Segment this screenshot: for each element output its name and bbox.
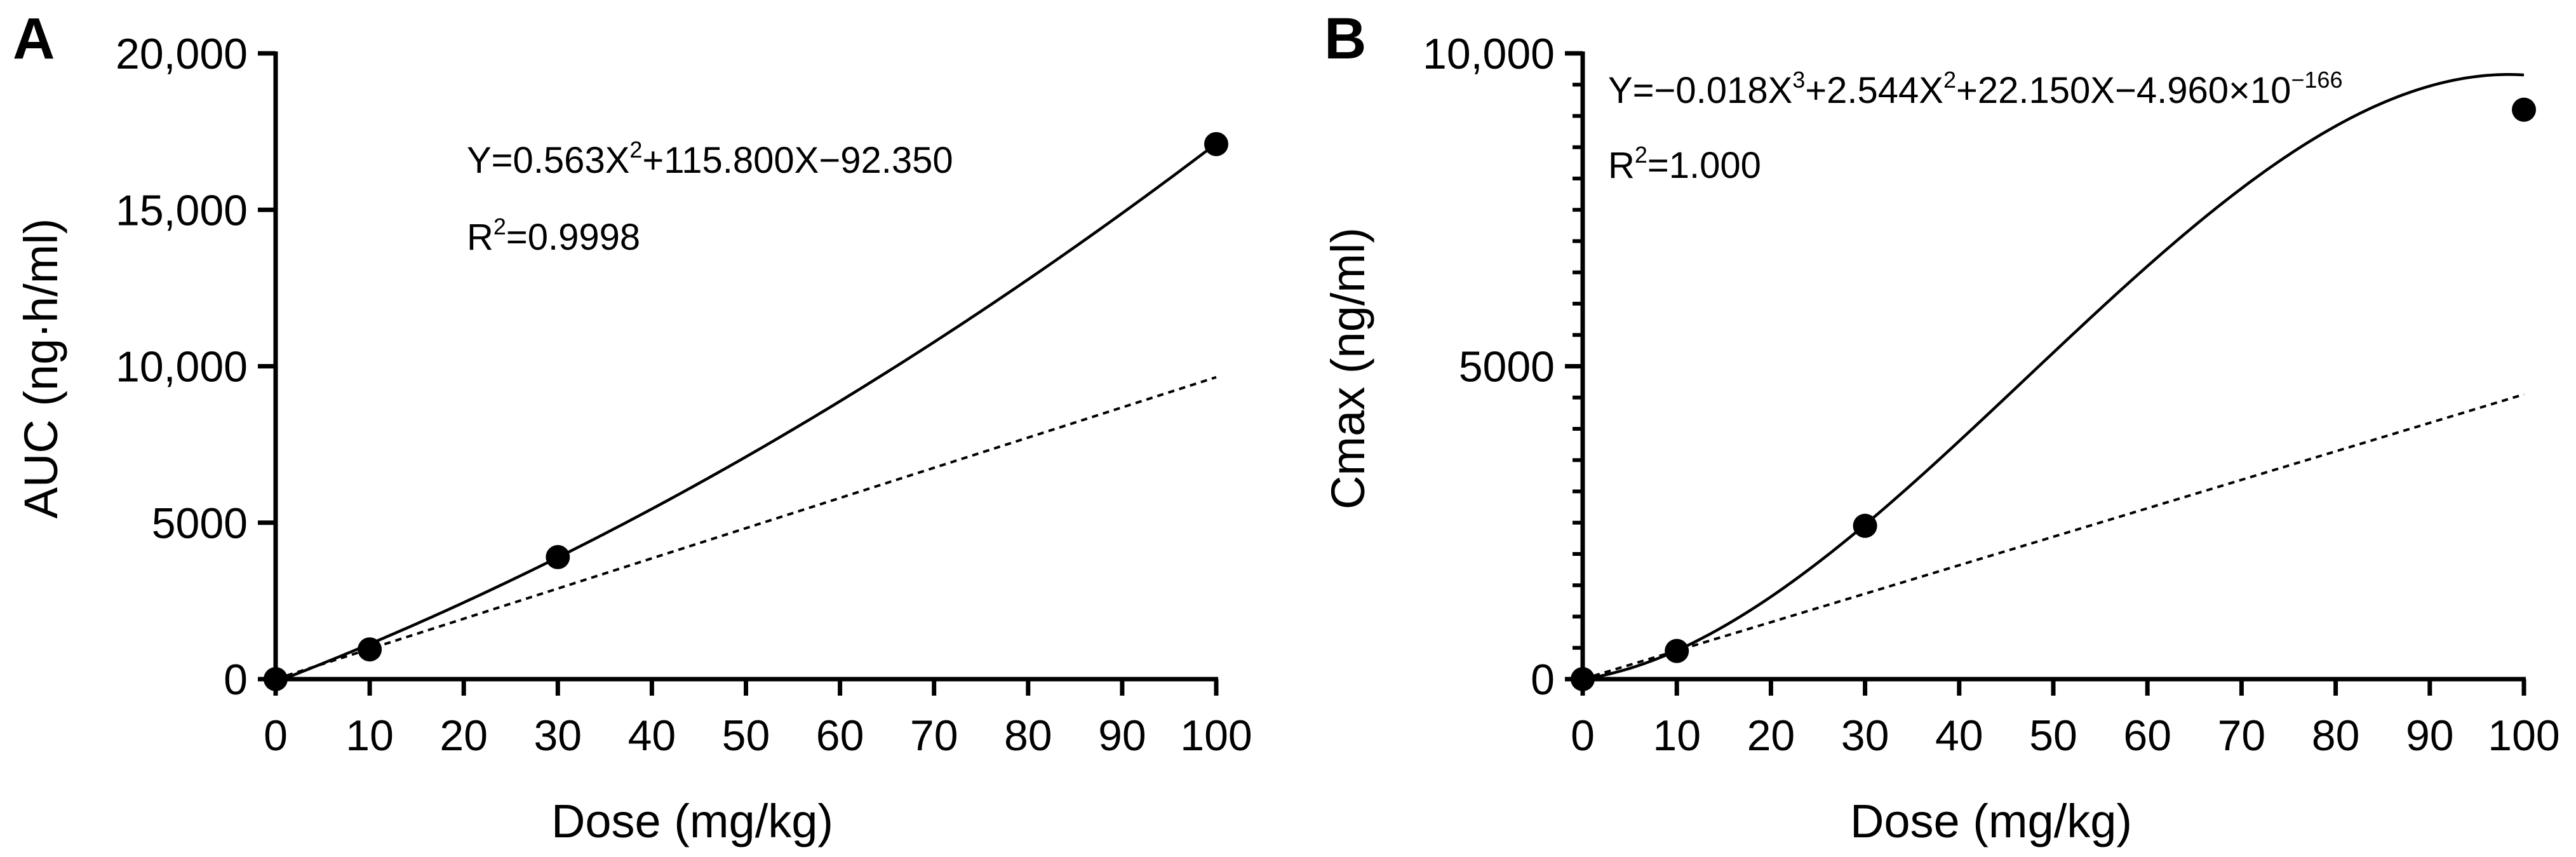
panel-b-reference-line bbox=[1582, 393, 2525, 680]
panel-b-y-axis-title: Cmax (ng/ml) bbox=[1322, 227, 1374, 509]
panel-b-fit-curve bbox=[1582, 73, 2525, 681]
panel-a-data-point bbox=[546, 544, 570, 569]
panel-b-data-point bbox=[1853, 513, 1877, 538]
panel-b-r-squared: R2=1.000 bbox=[1608, 142, 1761, 186]
panel-a-y-axis-title: AUC (ng·h/ml) bbox=[15, 219, 67, 519]
panel-a-reference-line bbox=[275, 375, 1217, 680]
panel-a-equation: Y=0.563X2+115.800X−92.350 bbox=[467, 137, 953, 181]
panel-b-x-tick-label: 60 bbox=[2123, 712, 2171, 760]
panel-b-data-point bbox=[2512, 97, 2536, 122]
panel-b-x-tick-label: 80 bbox=[2312, 712, 2360, 760]
panel-b-data-point bbox=[1571, 667, 1595, 691]
panel-a-x-tick-label: 60 bbox=[816, 712, 864, 760]
panel-b-y-tick-label: 0 bbox=[1531, 656, 1555, 704]
panel-b-y-tick-label: 10,000 bbox=[1423, 30, 1555, 78]
panel-a-data-point bbox=[264, 667, 288, 691]
panel-a-r-squared: R2=0.9998 bbox=[467, 213, 640, 258]
panel-a-y-tick-label: 5000 bbox=[152, 499, 248, 548]
panel-b-x-tick-label: 70 bbox=[2218, 712, 2266, 760]
panel-a-y-tick-label: 10,000 bbox=[116, 343, 248, 391]
panel-a-x-tick-label: 90 bbox=[1098, 712, 1146, 760]
panel-b-x-tick-label: 10 bbox=[1653, 712, 1701, 760]
panel-b-letter: B bbox=[1324, 6, 1366, 71]
panel-a-y-tick-label: 20,000 bbox=[116, 30, 248, 78]
panel-a-x-tick-label: 40 bbox=[628, 712, 676, 760]
panel-b-equation: Y=−0.018X3+2.544X2+22.150X−4.960×10−166 bbox=[1608, 67, 2342, 111]
panel-a-fit-curve bbox=[276, 142, 1218, 681]
panel-b-x-tick-label: 30 bbox=[1841, 712, 1889, 760]
panel-a-y-tick-label: 15,000 bbox=[116, 186, 248, 234]
panel-a-x-tick-label: 70 bbox=[910, 712, 958, 760]
panel-a-x-tick-label: 0 bbox=[264, 712, 288, 760]
panel-b-plot: 0 10 20 30 40 50 60 70 80 90 100 0 5000 10,000 bbox=[1423, 30, 2560, 760]
panel-b-y-tick-label: 5000 bbox=[1459, 343, 1555, 391]
panel-a-x-tick-label: 20 bbox=[439, 712, 488, 760]
panel-b-x-tick-label: 40 bbox=[1935, 712, 1983, 760]
panel-b-data-point bbox=[1665, 638, 1689, 663]
panel-a-x-tick-label: 50 bbox=[722, 712, 770, 760]
panel-a-data-point bbox=[1204, 132, 1228, 156]
panel-a-y-tick-label: 0 bbox=[224, 656, 248, 704]
panel-a-x-axis-title: Dose (mg/kg) bbox=[551, 795, 833, 847]
panel-a-x-tick-label: 100 bbox=[1180, 712, 1252, 760]
panel-a-x-tick-label: 30 bbox=[533, 712, 582, 760]
panel-a-x-tick-label: 80 bbox=[1004, 712, 1052, 760]
panel-a-plot: 0 10 20 30 40 50 60 70 80 90 100 0 5000 10,000 15,000 2… bbox=[116, 30, 1252, 760]
panel-b-x-tick-label: 20 bbox=[1747, 712, 1795, 760]
panel-b-x-tick-label: 0 bbox=[1571, 712, 1595, 760]
panel-a-letter: A bbox=[13, 6, 55, 71]
panel-b-x-tick-label: 90 bbox=[2406, 712, 2454, 760]
panel-b-x-tick-label: 100 bbox=[2488, 712, 2559, 760]
panel-b-x-tick-label: 50 bbox=[2029, 712, 2077, 760]
panel-a-x-tick-label: 10 bbox=[345, 712, 394, 760]
panel-a-data-point bbox=[358, 637, 382, 662]
panel-b-x-axis-title: Dose (mg/kg) bbox=[1850, 795, 2132, 847]
